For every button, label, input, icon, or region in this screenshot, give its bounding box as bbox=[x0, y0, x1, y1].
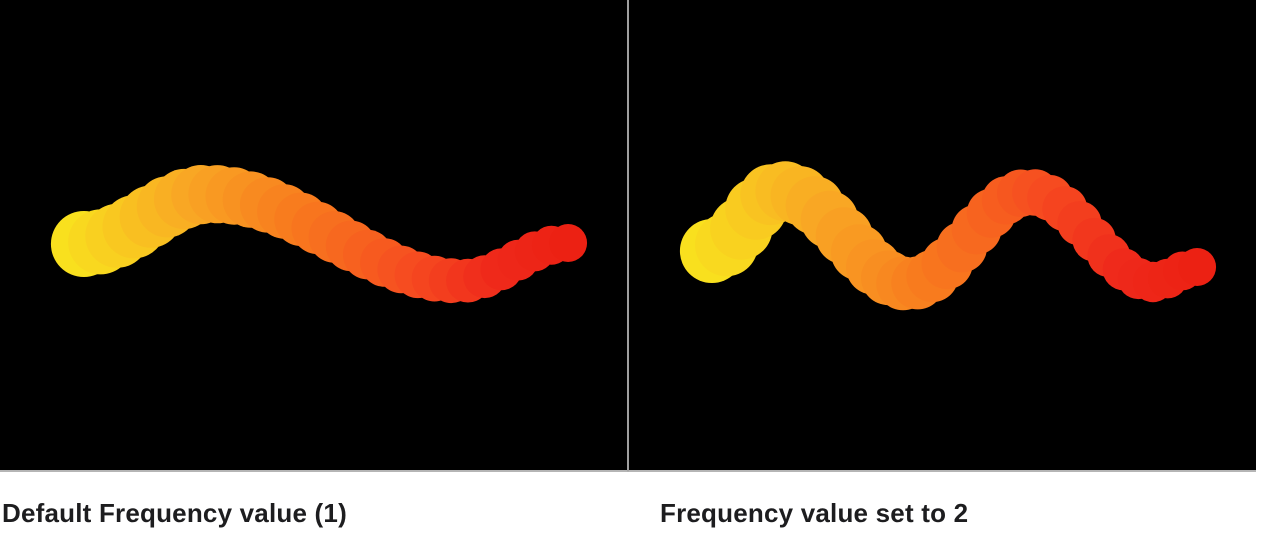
caption-row: Default Frequency value (1) Frequency va… bbox=[0, 498, 1287, 529]
caption-frequency-2: Frequency value set to 2 bbox=[660, 498, 969, 528]
panel-frequency-2 bbox=[628, 0, 1256, 472]
oscillation-trail-two-cycles bbox=[679, 161, 1217, 311]
panel-frequency-default bbox=[0, 0, 628, 472]
panel-row bbox=[0, 0, 1256, 472]
trail-particle bbox=[549, 224, 588, 262]
caption-frequency-default: Default Frequency value (1) bbox=[2, 498, 347, 528]
oscillation-trail-one-cycle bbox=[50, 165, 588, 304]
trail-particle bbox=[1178, 248, 1217, 286]
